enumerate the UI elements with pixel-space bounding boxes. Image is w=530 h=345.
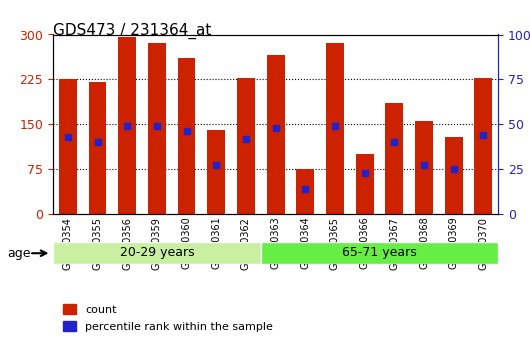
Bar	[89, 82, 107, 214]
Bar	[415, 121, 433, 214]
Bar	[118, 38, 136, 214]
Text: 20-29 years: 20-29 years	[120, 246, 194, 259]
Text: age: age	[7, 247, 30, 260]
Bar	[261, 241, 498, 264]
Bar	[267, 56, 285, 214]
Bar	[296, 169, 314, 214]
Bar	[237, 78, 255, 214]
Legend: count, percentile rank within the sample: count, percentile rank within the sample	[58, 300, 278, 336]
Text: GDS473 / 231364_at: GDS473 / 231364_at	[53, 22, 211, 39]
Bar	[326, 43, 344, 214]
Text: 65-71 years: 65-71 years	[342, 246, 417, 259]
Bar	[445, 137, 463, 214]
Bar	[474, 78, 492, 214]
Bar	[356, 154, 374, 214]
Bar	[53, 241, 261, 264]
Bar	[385, 103, 403, 214]
Bar	[207, 130, 225, 214]
Bar	[148, 43, 166, 214]
Bar	[59, 79, 77, 214]
Bar	[178, 58, 196, 214]
